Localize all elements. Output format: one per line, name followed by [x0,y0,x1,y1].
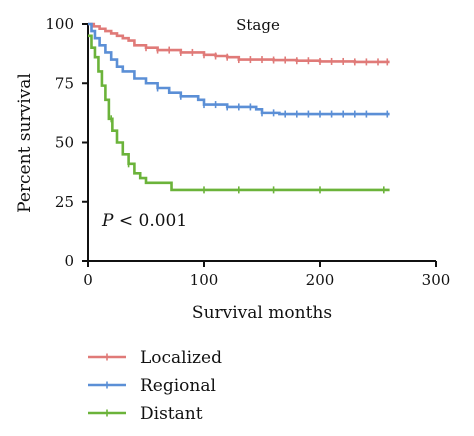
legend: Localized Regional Distant [88,348,222,424]
y-tick-label: 25 [55,193,74,211]
x-tick-label: 300 [422,271,451,289]
y-tick-label: 0 [64,252,74,270]
x-tick-label: 0 [83,271,93,289]
legend-label-localized: Localized [140,348,222,368]
series-line-distant [88,34,390,192]
p-value: < 0.001 [113,211,187,231]
x-axis-label: Survival months [192,303,332,323]
chart-title: Stage [236,16,280,34]
p-value-annotation: P < 0.001 [101,211,187,231]
x-tick-label: 200 [306,271,335,289]
series-line-regional [88,22,390,116]
y-tick-label: 75 [55,74,74,92]
legend-label-distant: Distant [140,404,203,424]
y-axis-label: Percent survival [15,73,35,213]
y-tick-label: 100 [45,15,74,33]
x-tick-label: 100 [190,271,219,289]
y-tick-label: 50 [55,134,74,152]
legend-label-regional: Regional [140,376,216,396]
p-symbol: P [101,211,114,231]
plot-area: 0 100 200 300 0 25 50 75 100 [45,15,450,289]
